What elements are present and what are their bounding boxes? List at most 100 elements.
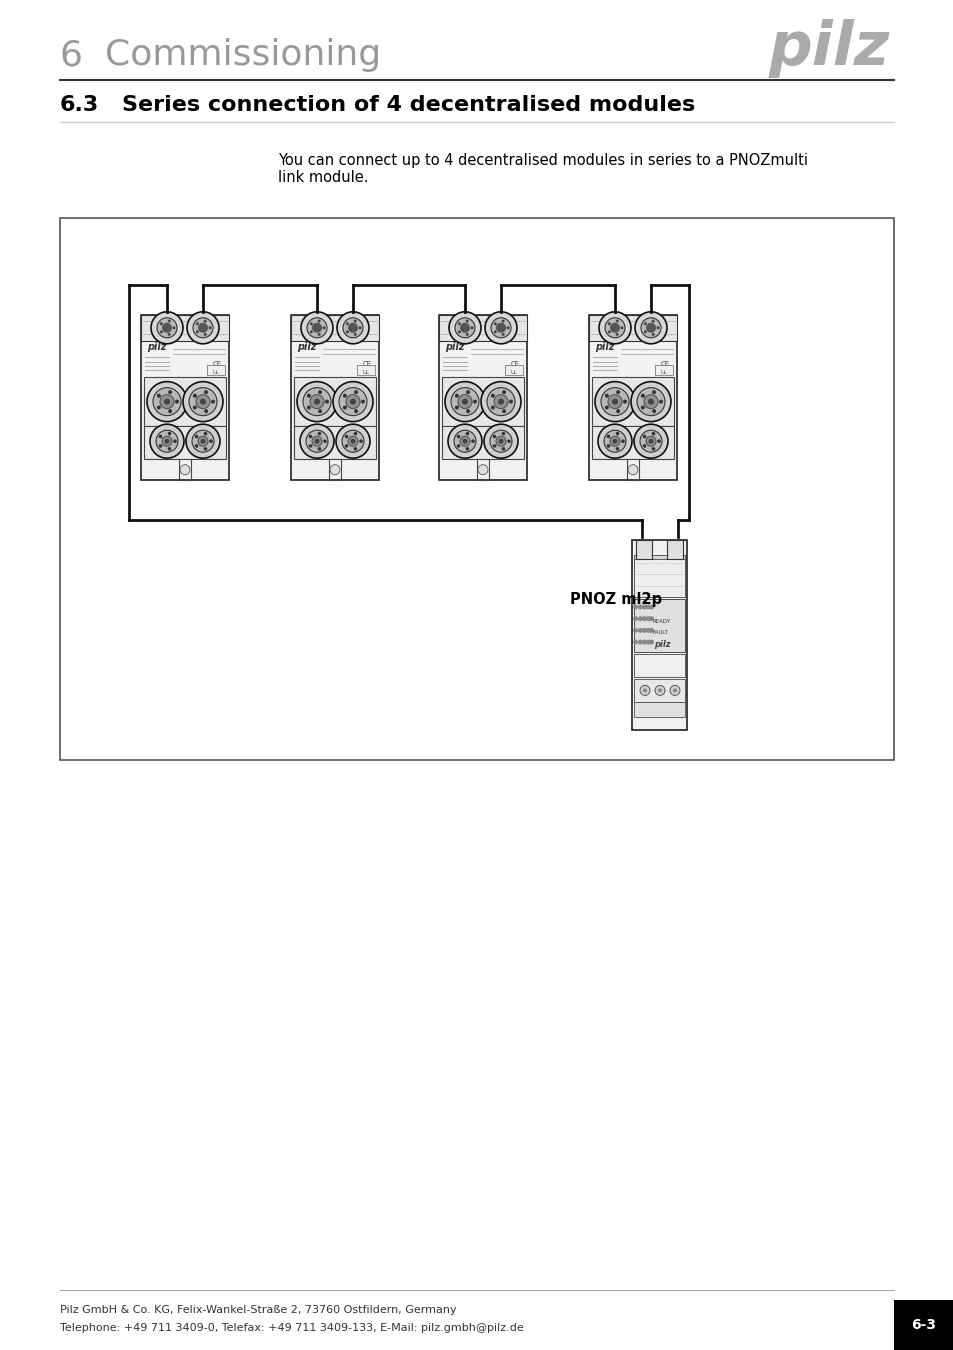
Circle shape bbox=[612, 439, 617, 444]
Circle shape bbox=[156, 431, 178, 452]
Circle shape bbox=[341, 431, 364, 452]
Circle shape bbox=[609, 323, 619, 333]
Bar bbox=[655, 364, 672, 375]
Circle shape bbox=[164, 439, 170, 444]
Circle shape bbox=[344, 444, 348, 448]
Circle shape bbox=[642, 435, 645, 439]
Circle shape bbox=[506, 327, 509, 329]
Circle shape bbox=[454, 431, 476, 452]
Circle shape bbox=[317, 409, 322, 413]
Circle shape bbox=[496, 436, 505, 447]
Circle shape bbox=[333, 382, 373, 421]
Circle shape bbox=[296, 382, 336, 421]
Circle shape bbox=[358, 327, 361, 329]
Circle shape bbox=[598, 312, 630, 344]
Circle shape bbox=[604, 405, 608, 409]
Circle shape bbox=[647, 398, 654, 405]
Circle shape bbox=[651, 447, 655, 451]
Circle shape bbox=[641, 616, 646, 621]
Circle shape bbox=[158, 435, 162, 439]
Circle shape bbox=[152, 387, 181, 416]
Circle shape bbox=[168, 390, 172, 394]
Bar bbox=[634, 599, 685, 652]
Circle shape bbox=[648, 628, 654, 633]
Text: Commissioning: Commissioning bbox=[105, 38, 381, 72]
Circle shape bbox=[648, 439, 653, 444]
Circle shape bbox=[211, 400, 214, 404]
Bar bbox=[893, 1300, 953, 1350]
Circle shape bbox=[203, 333, 207, 336]
Circle shape bbox=[354, 432, 356, 436]
Bar bbox=[291, 315, 378, 481]
Text: 6.3: 6.3 bbox=[60, 95, 99, 115]
Circle shape bbox=[317, 333, 320, 336]
Circle shape bbox=[301, 312, 333, 344]
Circle shape bbox=[484, 312, 517, 344]
Circle shape bbox=[465, 333, 468, 336]
Circle shape bbox=[656, 327, 659, 329]
Circle shape bbox=[466, 390, 470, 394]
Bar bbox=[632, 540, 687, 730]
Circle shape bbox=[494, 331, 497, 333]
Text: UL: UL bbox=[362, 370, 369, 375]
Circle shape bbox=[354, 320, 356, 323]
Circle shape bbox=[643, 323, 646, 325]
Circle shape bbox=[638, 616, 642, 621]
Circle shape bbox=[158, 444, 162, 448]
Circle shape bbox=[310, 394, 324, 409]
Circle shape bbox=[198, 436, 208, 447]
Circle shape bbox=[348, 323, 357, 333]
Circle shape bbox=[193, 405, 196, 409]
Circle shape bbox=[634, 424, 667, 458]
Circle shape bbox=[147, 382, 187, 421]
Circle shape bbox=[507, 440, 510, 443]
Circle shape bbox=[466, 409, 470, 413]
Circle shape bbox=[459, 436, 470, 447]
Circle shape bbox=[638, 605, 642, 609]
Circle shape bbox=[641, 640, 646, 644]
Circle shape bbox=[323, 440, 327, 443]
Circle shape bbox=[604, 317, 624, 338]
Circle shape bbox=[151, 312, 183, 344]
Bar bbox=[592, 427, 673, 459]
Circle shape bbox=[314, 439, 319, 444]
Circle shape bbox=[325, 400, 329, 404]
Circle shape bbox=[616, 409, 619, 413]
Circle shape bbox=[645, 605, 650, 609]
Circle shape bbox=[342, 394, 347, 398]
Circle shape bbox=[203, 447, 207, 451]
Circle shape bbox=[455, 394, 458, 398]
Circle shape bbox=[462, 439, 467, 444]
Circle shape bbox=[640, 394, 644, 398]
Circle shape bbox=[477, 464, 488, 475]
Circle shape bbox=[600, 387, 628, 416]
Circle shape bbox=[310, 323, 313, 325]
Circle shape bbox=[659, 400, 662, 404]
Bar bbox=[634, 679, 685, 702]
Circle shape bbox=[348, 436, 357, 447]
Circle shape bbox=[456, 435, 460, 439]
Bar bbox=[294, 427, 375, 459]
Circle shape bbox=[620, 440, 624, 443]
Circle shape bbox=[607, 323, 610, 325]
Bar bbox=[141, 315, 229, 340]
Circle shape bbox=[306, 431, 328, 452]
Circle shape bbox=[491, 317, 511, 338]
Text: pilz: pilz bbox=[296, 342, 316, 352]
Text: UL: UL bbox=[510, 370, 517, 375]
Bar bbox=[667, 540, 682, 559]
Circle shape bbox=[496, 323, 505, 333]
Circle shape bbox=[198, 323, 208, 333]
Circle shape bbox=[459, 323, 470, 333]
Circle shape bbox=[612, 398, 618, 405]
Circle shape bbox=[168, 320, 171, 323]
Circle shape bbox=[615, 432, 618, 436]
Circle shape bbox=[642, 688, 646, 693]
Bar bbox=[441, 427, 523, 459]
Circle shape bbox=[312, 323, 322, 333]
Circle shape bbox=[461, 398, 468, 405]
Circle shape bbox=[645, 436, 656, 447]
Circle shape bbox=[457, 331, 460, 333]
Circle shape bbox=[444, 382, 484, 421]
Circle shape bbox=[490, 431, 512, 452]
